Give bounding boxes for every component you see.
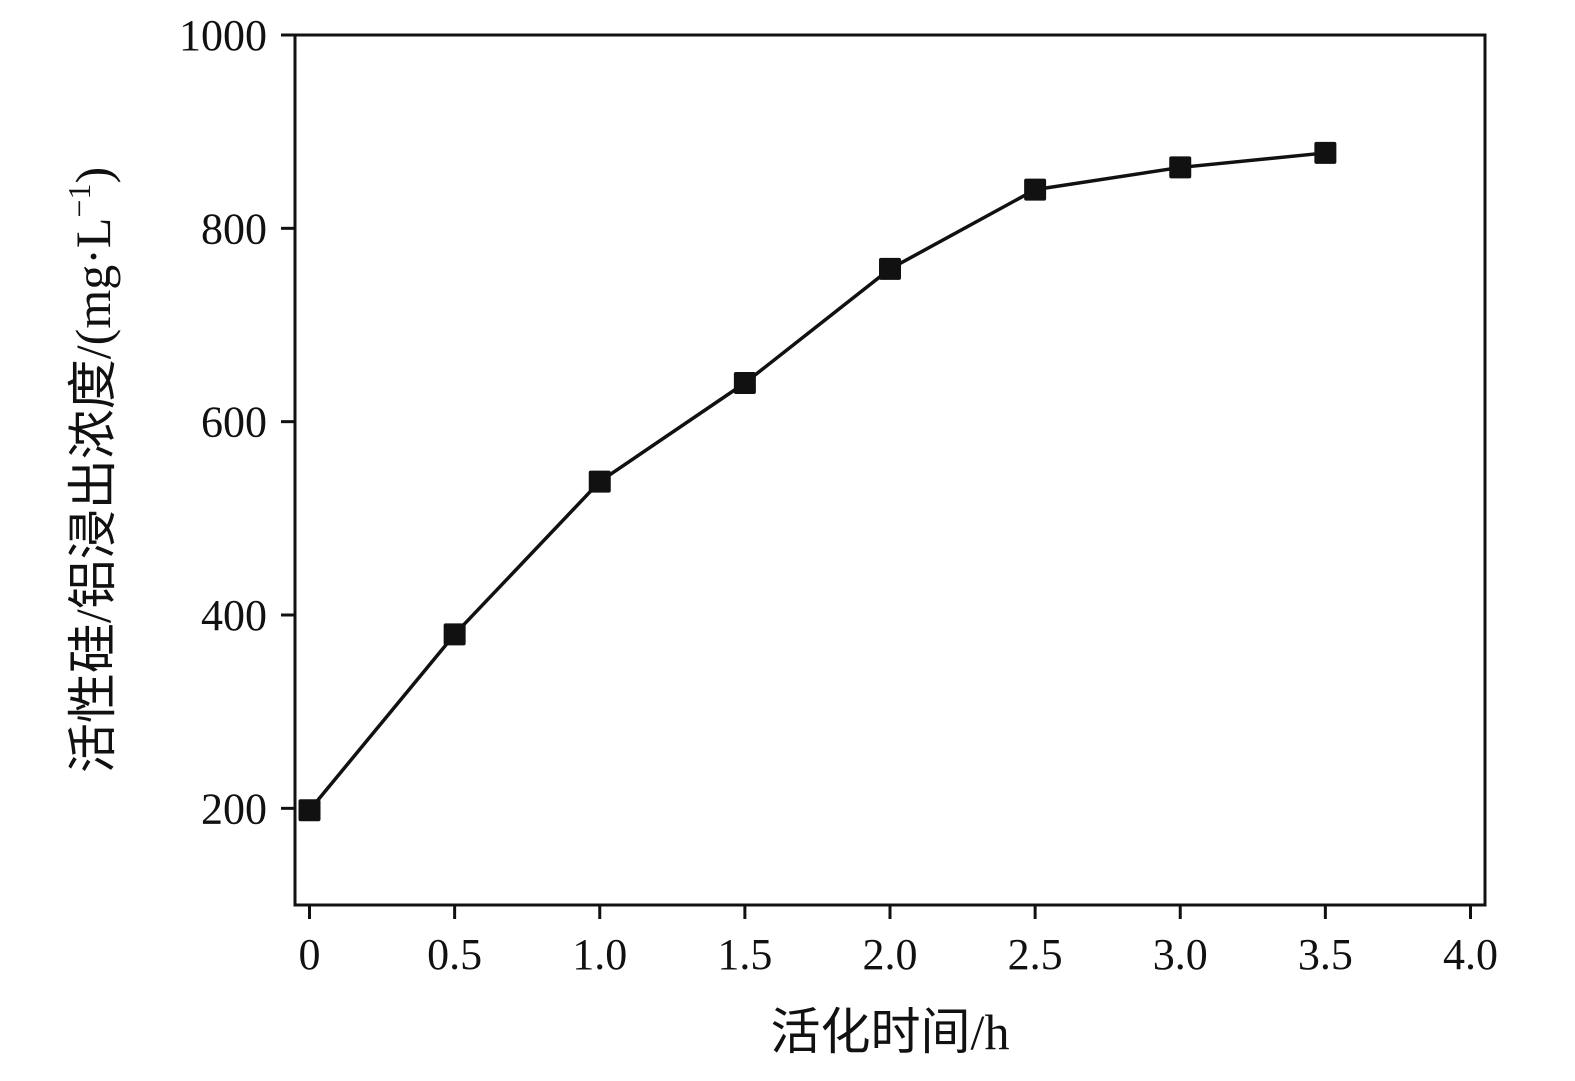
x-tick-label: 1.5 xyxy=(717,930,772,979)
x-tick-label: 1.0 xyxy=(572,930,627,979)
y-axis-label: 活性硅/铝浸出浓度/(mg·L−1) xyxy=(61,167,121,773)
y-tick-label: 1000 xyxy=(179,11,267,60)
plot-frame xyxy=(293,33,1487,907)
data-point-marker xyxy=(1314,141,1337,164)
data-point-marker xyxy=(733,372,756,394)
x-tick-label: 0.5 xyxy=(427,930,482,979)
x-axis-label: 活化时间/h xyxy=(771,1004,1010,1060)
x-tick-label: 3.0 xyxy=(1153,930,1208,979)
data-point-marker xyxy=(1024,178,1047,201)
data-point-marker xyxy=(879,257,901,280)
x-tick-label: 0 xyxy=(299,930,321,979)
y-tick-label: 800 xyxy=(201,204,267,253)
data-line xyxy=(308,151,1326,812)
data-point-marker xyxy=(588,470,611,493)
data-point-marker xyxy=(298,799,321,822)
x-tick-label: 4.0 xyxy=(1443,930,1498,979)
x-tick-label: 2.5 xyxy=(1008,930,1063,979)
data-point-marker xyxy=(443,623,466,646)
y-tick-label: 200 xyxy=(201,784,267,833)
y-tick-label: 400 xyxy=(201,591,267,640)
x-tick-label: 3.5 xyxy=(1298,930,1353,979)
data-point-marker xyxy=(1169,156,1192,179)
x-tick-label: 2.0 xyxy=(863,930,918,979)
y-tick-label: 600 xyxy=(201,398,267,447)
